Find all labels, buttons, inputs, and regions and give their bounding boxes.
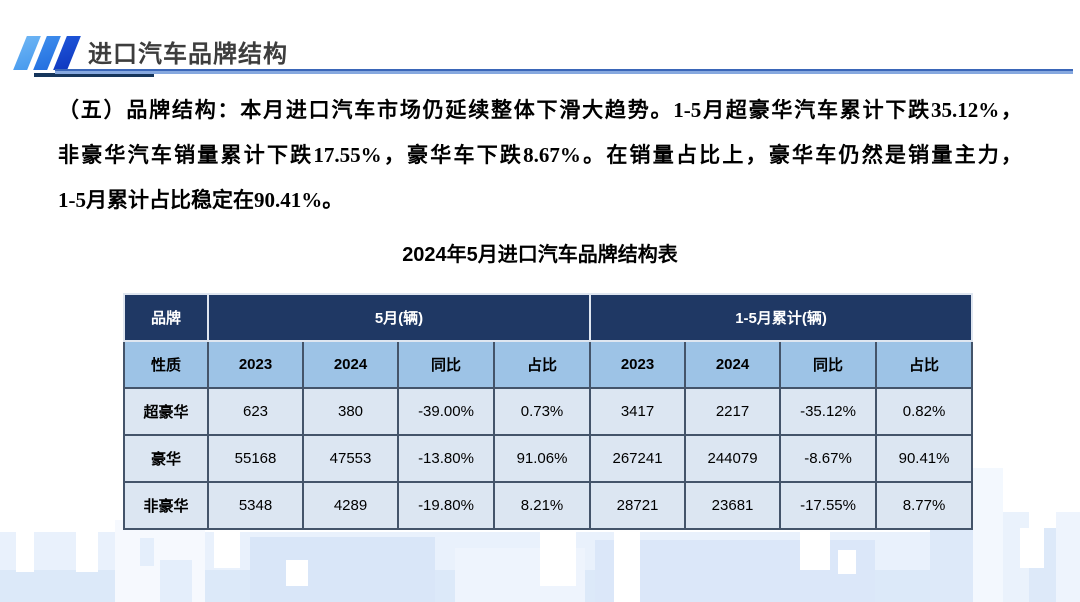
table-cell: 28721 (589, 481, 687, 530)
table-cell: 8.77% (875, 481, 974, 530)
table-cell: 90.41% (875, 434, 974, 483)
brand-structure-table-wrap: 品牌 5月(辆) 1-5月累计(辆) 性质 2023 2024 同比 占比 20… (123, 293, 974, 530)
table-row-non-luxury: 非豪华 5348 4289 -19.80% 8.21% 28721 23681 … (123, 481, 974, 530)
header-rule (55, 69, 1073, 71)
skyline-window (140, 538, 154, 566)
page-title: 进口汽车品牌结构 (88, 41, 288, 68)
table-row-luxury: 豪华 55168 47553 -13.80% 91.06% 267241 244… (123, 434, 974, 483)
body-paragraph: （五）品牌结构：本月进口汽车市场仍延续整体下滑大趋势。1-5月超豪华汽车累计下跌… (58, 88, 1022, 223)
skyline-window (214, 528, 240, 568)
body-line: （五）品牌结构：本月进口汽车市场仍延续整体下滑大趋势。1-5月超豪华汽车累计下跌… (58, 98, 1022, 122)
column-header: 占比 (492, 340, 592, 389)
skyline-window (1020, 528, 1044, 568)
skyline-window (838, 550, 856, 574)
column-header: 2023 (207, 340, 304, 389)
table-cell: 23681 (684, 481, 782, 530)
row-label: 超豪华 (123, 387, 209, 436)
body-line: 非豪华汽车销量累计下跌17.55%，豪华车下跌8.67%。在销量占比上，豪华车仍… (58, 143, 1022, 167)
column-header: 性质 (123, 340, 209, 389)
table-cell: 3417 (589, 387, 687, 436)
row-label: 豪华 (123, 434, 209, 483)
table-cell: -13.80% (397, 434, 495, 483)
table-sub-header-row: 性质 2023 2024 同比 占比 2023 2024 同比 占比 (123, 340, 974, 389)
column-header: 2023 (589, 340, 687, 389)
skyline-window (160, 560, 192, 602)
skyline-window (800, 528, 830, 570)
skyline-building (973, 468, 1003, 602)
table-cell: 623 (207, 387, 304, 436)
header-rule-light (55, 71, 1073, 74)
skyline-window (76, 528, 98, 572)
table-cell: -19.80% (397, 481, 495, 530)
column-header: 2024 (684, 340, 782, 389)
header-rule-shadow (34, 73, 154, 77)
column-header: 2024 (302, 340, 399, 389)
skyline-building (250, 537, 435, 602)
table-cell: 8.21% (492, 481, 592, 530)
column-group-header-may: 5月(辆) (206, 293, 592, 342)
table-caption: 2024年5月进口汽车品牌结构表 (402, 244, 678, 266)
body-line: 1-5月累计占比稳定在90.41%。 (58, 188, 344, 212)
column-header: 同比 (397, 340, 495, 389)
skyline-window (16, 528, 34, 572)
column-header: 占比 (875, 340, 974, 389)
skyline-window (614, 528, 640, 602)
skyline-building (1056, 512, 1080, 602)
skyline-window (286, 560, 308, 586)
column-header: 同比 (779, 340, 878, 389)
column-group-header-brand: 品牌 (123, 293, 209, 342)
table-cell: 4289 (302, 481, 399, 530)
table-cell: 0.73% (492, 387, 592, 436)
table-row-super-luxury: 超豪华 623 380 -39.00% 0.73% 3417 2217 -35.… (123, 387, 974, 436)
table-cell: 55168 (207, 434, 304, 483)
skyline-window (540, 528, 576, 586)
column-group-header-cumulative: 1-5月累计(辆) (589, 293, 974, 342)
table-cell: 0.82% (875, 387, 974, 436)
brand-structure-table: 品牌 5月(辆) 1-5月累计(辆) 性质 2023 2024 同比 占比 20… (123, 293, 974, 530)
table-cell: 267241 (589, 434, 687, 483)
table-cell: -39.00% (397, 387, 495, 436)
table-cell: -17.55% (779, 481, 878, 530)
table-cell: 380 (302, 387, 399, 436)
table-cell: 5348 (207, 481, 304, 530)
table-cell: 244079 (684, 434, 782, 483)
table-group-header-row: 品牌 5月(辆) 1-5月累计(辆) (123, 293, 974, 342)
table-cell: 2217 (684, 387, 782, 436)
triple-slash-icon (13, 36, 86, 72)
row-label: 非豪华 (123, 481, 209, 530)
table-cell: 91.06% (492, 434, 592, 483)
table-cell: -8.67% (779, 434, 878, 483)
table-cell: -35.12% (779, 387, 878, 436)
table-cell: 47553 (302, 434, 399, 483)
